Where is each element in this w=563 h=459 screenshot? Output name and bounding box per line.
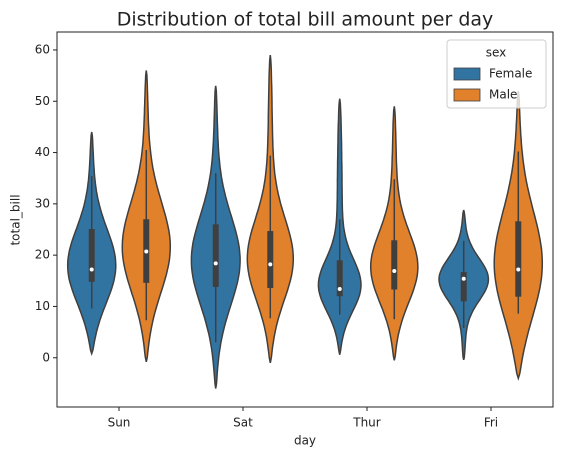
median bbox=[337, 287, 342, 292]
y-tick-label: 20 bbox=[35, 248, 50, 262]
median bbox=[392, 269, 397, 274]
legend-swatch bbox=[453, 67, 481, 81]
y-tick-label: 50 bbox=[35, 94, 50, 108]
median bbox=[213, 261, 218, 266]
y-tick-label: 10 bbox=[35, 299, 50, 313]
legend-swatch bbox=[453, 88, 481, 102]
iqr-box bbox=[336, 260, 343, 297]
median bbox=[144, 249, 149, 254]
y-tick-label: 60 bbox=[35, 42, 50, 56]
x-tick-label: Sun bbox=[108, 416, 131, 430]
x-tick-label: Thur bbox=[352, 416, 381, 430]
median bbox=[268, 262, 273, 267]
legend-title: sex bbox=[486, 46, 507, 60]
y-tick-label: 40 bbox=[35, 145, 50, 159]
iqr-box bbox=[212, 224, 219, 287]
median bbox=[461, 276, 466, 281]
y-tick-label: 0 bbox=[42, 350, 50, 364]
legend-label: Male bbox=[489, 88, 517, 102]
y-tick-label: 30 bbox=[35, 196, 50, 210]
x-tick-label: Fri bbox=[484, 416, 498, 430]
iqr-box bbox=[515, 221, 522, 297]
x-axis-label: day bbox=[294, 434, 316, 448]
iqr-box bbox=[460, 272, 467, 302]
iqr-box bbox=[88, 228, 95, 282]
median bbox=[516, 267, 521, 272]
x-tick-label: Sat bbox=[233, 416, 253, 430]
chart-title: Distribution of total bill amount per da… bbox=[117, 9, 494, 31]
y-axis-label: total_bill bbox=[9, 194, 23, 245]
plot-frame bbox=[56, 31, 554, 408]
median bbox=[89, 267, 94, 272]
iqr-box bbox=[267, 231, 274, 288]
legend-label: Female bbox=[489, 67, 532, 81]
iqr-box bbox=[391, 240, 398, 290]
